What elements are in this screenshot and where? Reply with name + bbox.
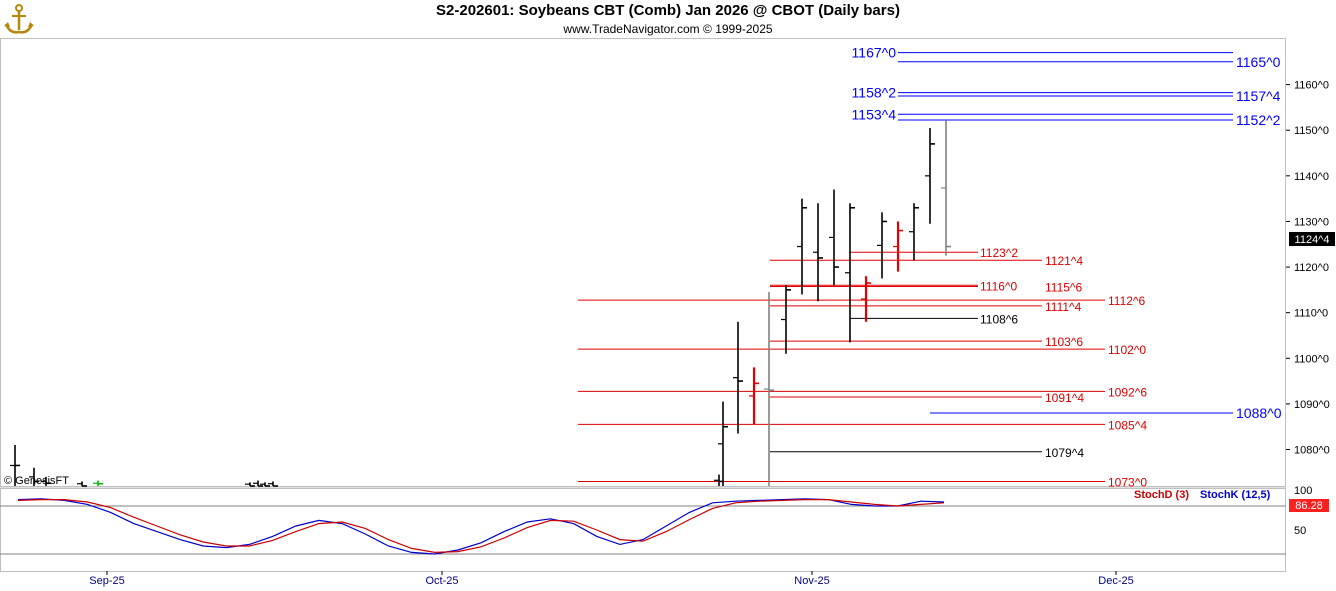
level-label: 1152^2: [1236, 112, 1281, 128]
legend-stochd: StochD (3): [1134, 489, 1189, 501]
y-tick-label: 1150^0: [1294, 125, 1329, 137]
level-label: 1167^0: [852, 45, 897, 61]
y-tick-label: 1110^0: [1294, 308, 1328, 320]
y-tick-label: 1100^0: [1294, 353, 1329, 365]
level-label: 1115^6: [1045, 280, 1083, 294]
chart-title: S2-202601: Soybeans CBT (Comb) Jan 2026 …: [436, 2, 900, 19]
anchor-icon: [4, 4, 34, 34]
stoch-last-label: 86.28: [1295, 500, 1323, 512]
level-label: 1092^6: [1108, 385, 1147, 399]
stoch-last-box: [1289, 499, 1329, 512]
level-label: 1157^4: [1236, 88, 1281, 104]
x-tick-label: Oct-25: [425, 575, 458, 587]
stochk-line: [17, 498, 945, 555]
level-label: 1073^0: [1108, 475, 1147, 489]
level-label: 1088^0: [1236, 405, 1282, 421]
level-label: 1153^4: [852, 106, 897, 122]
watermark: © GenesisFT: [4, 475, 69, 487]
level-label: 1158^2: [852, 85, 897, 101]
last-price-box: [1289, 232, 1335, 246]
stoch-tick-label: 100: [1294, 485, 1312, 497]
level-label: 1091^4: [1045, 391, 1084, 405]
y-tick-label: 1140^0: [1294, 171, 1329, 183]
legend-stochk: StochK (12,5): [1200, 489, 1271, 501]
level-label: 1102^0: [1108, 343, 1146, 357]
chart-subtitle: www.TradeNavigator.com © 1999-2025: [563, 22, 773, 36]
stoch-tick-label: 50: [1294, 525, 1306, 537]
x-tick-label: Sep-25: [89, 575, 124, 587]
y-tick-label: 1130^0: [1294, 216, 1329, 228]
level-label: 1123^2: [980, 246, 1018, 260]
y-tick-label: 1090^0: [1294, 399, 1330, 411]
last-price-label: 1124^4: [1295, 234, 1330, 246]
level-label: 1108^6: [980, 312, 1018, 326]
level-label: 1165^0: [1236, 54, 1281, 70]
level-label: 1112^6: [1108, 294, 1146, 308]
y-tick-label: 1160^0: [1294, 80, 1329, 92]
level-label: 1079^4: [1045, 446, 1084, 460]
x-tick-label: Nov-25: [794, 575, 829, 587]
level-label: 1103^6: [1045, 335, 1083, 349]
level-label: 1121^4: [1045, 254, 1083, 268]
y-tick-label: 1120^0: [1294, 262, 1329, 274]
price-panel-frame: [0, 38, 1286, 487]
stoch-panel-frame: [0, 488, 1286, 572]
x-tick-label: Dec-25: [1098, 575, 1133, 587]
level-label: 1111^4: [1045, 300, 1082, 314]
stochd-line: [17, 499, 945, 554]
level-label: 1116^0: [980, 279, 1018, 293]
level-label: 1085^4: [1108, 418, 1147, 432]
y-tick-label: 1080^0: [1294, 445, 1330, 457]
